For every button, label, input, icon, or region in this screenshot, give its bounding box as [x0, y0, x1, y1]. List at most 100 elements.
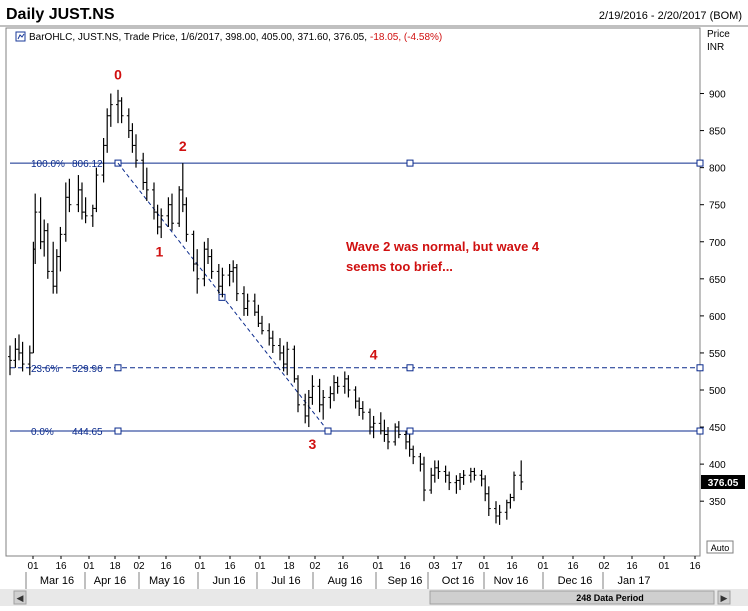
y-tick-label: 400 [709, 460, 726, 471]
x-day-label: 16 [224, 561, 236, 572]
ohlc-bar [260, 315, 264, 335]
scroll-left-button[interactable] [13, 590, 27, 605]
scroll-thumb[interactable] [429, 590, 715, 605]
fib-value-label: 806.12 [72, 159, 103, 170]
x-day-label: 16 [160, 561, 172, 572]
ohlc-bar [134, 134, 138, 168]
x-month-label: Jun 16 [212, 575, 245, 587]
x-month-label: Jan 17 [617, 575, 650, 587]
fib-handle[interactable] [696, 364, 704, 372]
x-day-label: 01 [27, 561, 39, 572]
ohlc-bar [220, 267, 225, 298]
ohlc-bar [67, 178, 72, 213]
ohlc-bar [58, 226, 63, 272]
x-day-label: 18 [109, 561, 121, 572]
x-month-label: Nov 16 [494, 575, 529, 587]
x-day-label: 01 [537, 561, 549, 572]
ohlc-bar [184, 197, 189, 242]
ohlc-bar [45, 223, 50, 279]
scroll-right-button[interactable] [717, 590, 731, 605]
fib-handle[interactable] [406, 364, 414, 372]
y-tick-label: 650 [709, 275, 726, 286]
ohlc-bar [20, 341, 25, 372]
ohlc-bar [310, 375, 315, 405]
x-day-label: 16 [399, 561, 411, 572]
ohlc-bar [346, 375, 351, 398]
fib-value-label: 529.96 [72, 364, 103, 375]
fib-handle[interactable] [324, 427, 332, 435]
wave-label: 0 [114, 66, 122, 82]
ohlc-bar [209, 249, 214, 279]
fib-percent-label: 100.0% [31, 159, 65, 170]
x-month-label: May 16 [149, 575, 185, 587]
x-day-label: 01 [194, 561, 206, 572]
ohlc-bar [422, 456, 426, 502]
y-tick-label: 450 [709, 423, 726, 434]
series-legend-values: BarOHLC, JUST.NS, Trade Price, 1/6/2017,… [29, 32, 367, 43]
ohlc-bar [296, 375, 300, 413]
auto-scale-label: Auto [711, 543, 730, 553]
annotation-line-2: seems too brief... [346, 259, 453, 274]
ohlc-bar [472, 467, 477, 481]
x-day-label: 01 [83, 561, 95, 572]
wave-label: 3 [309, 436, 317, 452]
data-period-label: 248 Data Period [576, 593, 644, 603]
series-legend: BarOHLC, JUST.NS, Trade Price, 1/6/2017,… [29, 32, 442, 43]
x-month-label: Aug 16 [328, 575, 363, 587]
ohlc-bar [119, 97, 124, 124]
ohlc-bar [321, 390, 326, 420]
ohlc-bar [519, 460, 524, 491]
x-day-label: 16 [689, 561, 701, 572]
fib-handle[interactable] [406, 427, 414, 435]
x-month-label: Oct 16 [442, 575, 474, 587]
x-day-label: 02 [598, 561, 610, 572]
date-range: 2/19/2016 - 2/20/2017 (BOM) [599, 10, 742, 22]
chevron-left-icon: ◀ [17, 593, 24, 603]
ohlc-bar [83, 197, 88, 224]
ohlc-bar [360, 401, 365, 420]
x-day-label: 02 [133, 561, 145, 572]
x-day-label: 16 [506, 561, 518, 572]
fib-value-label: 444.65 [72, 427, 103, 438]
x-day-label: 16 [626, 561, 638, 572]
ohlc-bar [8, 345, 12, 376]
x-day-label: 01 [478, 561, 490, 572]
plot-area [5, 27, 701, 557]
ohlc-bar [386, 427, 390, 450]
x-day-label: 16 [55, 561, 67, 572]
x-day-label: 02 [309, 561, 321, 572]
fib-handle[interactable] [696, 159, 704, 167]
header-bar [0, 0, 748, 26]
ohlc-bar [159, 208, 164, 239]
fib-handle[interactable] [696, 427, 704, 435]
ohlc-bar [170, 193, 174, 231]
fib-percent-label: 0.0% [31, 427, 54, 438]
wave-label: 1 [156, 243, 164, 259]
ohlc-bar [497, 504, 502, 525]
y-tick-label: 900 [709, 90, 726, 101]
ohlc-bar [461, 470, 466, 485]
y-tick-label: 850 [709, 127, 726, 138]
wave-label: 4 [370, 346, 378, 362]
y-tick-label: 700 [709, 238, 726, 249]
y-tick-label: 750 [709, 201, 726, 212]
auto-scale-button[interactable] [706, 540, 734, 554]
current-price-tag [701, 475, 745, 489]
annotation-line-1: Wave 2 was normal, but wave 4 [346, 239, 540, 254]
ohlc-bar [270, 330, 275, 353]
series-legend-icon[interactable] [15, 31, 26, 42]
x-month-label: Mar 16 [40, 575, 74, 587]
ohlc-bar [285, 341, 290, 376]
unit-axis-label: INR [707, 42, 724, 53]
x-day-label: 17 [451, 561, 463, 572]
y-tick-label: 500 [709, 386, 726, 397]
ohlc-bar [234, 263, 239, 302]
fib-handle[interactable] [114, 427, 122, 435]
fib-handle[interactable] [114, 364, 122, 372]
y-tick-label: 350 [709, 497, 726, 508]
fib-handle[interactable] [406, 159, 414, 167]
ohlc-bar [94, 167, 99, 213]
chevron-right-icon: ▶ [721, 593, 728, 603]
x-month-label: Dec 16 [558, 575, 593, 587]
